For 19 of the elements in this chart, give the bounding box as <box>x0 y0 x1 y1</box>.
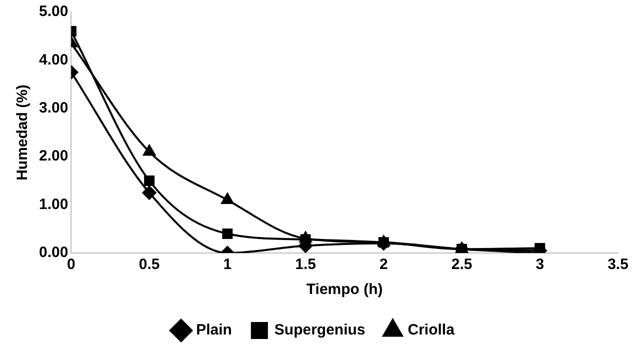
x-tick-label: 1.5 <box>295 256 316 274</box>
x-tick-label: 3.5 <box>608 256 628 274</box>
x-tick-label: 2 <box>379 256 388 274</box>
legend-label: Plain <box>196 322 232 339</box>
legend-label: Supergenius <box>274 322 366 339</box>
y-tick-label: 4.00 <box>38 51 68 68</box>
y-tick-label: 1.00 <box>38 196 68 213</box>
x-axis-title: Tiempo (h) <box>306 281 383 298</box>
y-axis-title: Humedad (%) <box>14 84 32 180</box>
y-tick-label: 3.00 <box>38 100 68 117</box>
x-tick-label: 1 <box>223 256 232 274</box>
x-tick-label: 3 <box>536 256 544 274</box>
x-tick-label: 2.5 <box>451 256 472 274</box>
x-tick-label: 0 <box>67 256 76 274</box>
y-tick-label: 2.00 <box>38 148 68 165</box>
legend-label: Criolla <box>408 322 456 339</box>
x-tick-label: 0.5 <box>138 256 160 274</box>
y-tick-label: 0.00 <box>38 244 68 262</box>
y-tick-label: 5.00 <box>38 3 68 20</box>
